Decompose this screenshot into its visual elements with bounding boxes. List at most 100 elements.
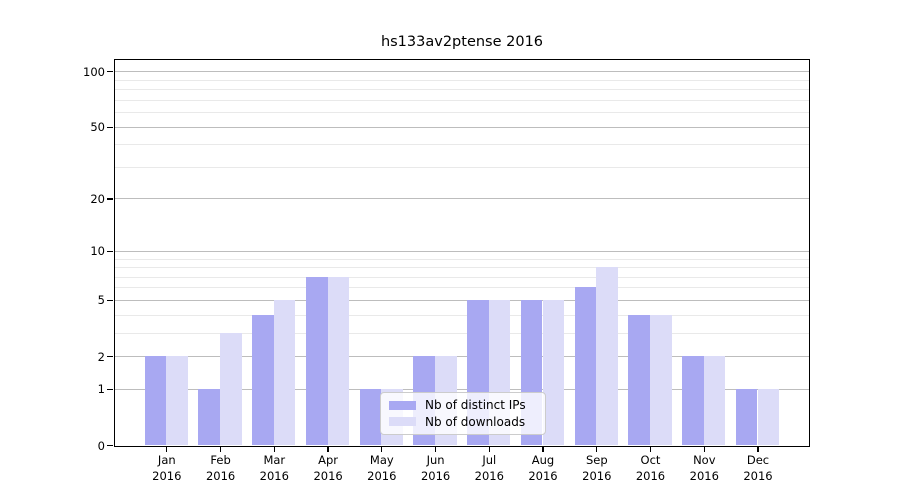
y-tick-label: 10 [90,244,105,259]
x-tick-year: 2016 [474,469,504,483]
major-gridline [115,299,809,301]
y-tick-mark [107,250,113,252]
x-tick-month: Jan [157,453,176,467]
x-tick-label: Oct 2016 [619,452,683,484]
y-tick-label: 50 [90,120,105,135]
major-gridline [115,388,809,390]
bar-nov-downloads [703,356,726,445]
minor-gridline [115,332,809,334]
x-tick-label: Mar 2016 [242,452,306,484]
minor-gridline [115,112,809,114]
x-tick-month: May [369,453,394,467]
x-tick-year: 2016 [420,469,451,483]
y-tick-mark [107,444,113,447]
major-gridline [115,250,809,252]
bar-may-distinct-ips [359,388,382,445]
bar-nov-distinct-ips [682,356,704,445]
legend-swatch-distinct-ips [389,400,416,410]
bar-jan-downloads [166,356,188,445]
x-tick-month: Mar [263,453,286,467]
plot-area [114,59,810,447]
y-tick-mark [107,126,113,128]
x-tick-mark [542,447,544,452]
bar-dec-downloads [757,388,780,445]
x-tick-month: Apr [318,453,339,467]
x-tick-month: Feb [210,453,231,467]
x-tick-mark [166,447,168,452]
x-tick-year: 2016 [635,469,666,483]
minor-gridline [115,79,809,81]
bar-apr-downloads [327,276,350,445]
bar-dec-distinct-ips [735,388,758,445]
y-tick-mark [107,299,113,302]
x-tick-label: Feb 2016 [189,452,253,484]
y-tick-mark [107,198,113,200]
bar-oct-distinct-ips [628,314,650,445]
x-tick-label: Aug 2016 [511,452,575,484]
bar-aug-downloads [542,299,565,445]
bar-feb-downloads [220,332,242,445]
x-tick-mark [488,447,490,452]
x-tick-year: 2016 [689,469,719,483]
bar-jan-distinct-ips [144,356,167,445]
x-tick-label: Dec 2016 [726,452,790,484]
minor-gridline [115,267,809,268]
bar-sep-downloads [596,267,618,445]
bar-sep-distinct-ips [574,287,597,445]
x-tick-year: 2016 [152,469,182,483]
y-tick-mark [107,71,113,73]
legend-row-downloads: Nb of downloads [389,415,537,429]
legend: Nb of distinct IPs Nb of downloads [380,392,546,435]
legend-swatch-downloads [389,417,416,427]
y-tick-label: 100 [83,64,105,79]
minor-gridline [115,99,809,101]
x-tick-mark [327,447,329,452]
x-tick-month: Dec [746,453,770,467]
x-tick-mark [596,447,598,452]
y-tick-mark [107,388,113,391]
x-tick-label: Jan 2016 [135,452,199,484]
x-tick-mark [757,447,759,452]
chart-title: hs133av2ptense 2016 [380,34,544,50]
bar-feb-distinct-ips [198,388,220,445]
x-tick-month: Sep [585,453,608,467]
x-tick-month: Aug [531,453,555,467]
x-tick-year: 2016 [743,469,773,483]
minor-gridline [115,166,809,168]
x-tick-label: Jun 2016 [404,452,468,484]
x-tick-year: 2016 [259,469,289,483]
y-tick-mark [107,355,113,358]
bar-mar-downloads [273,299,296,445]
x-tick-year: 2016 [313,469,343,483]
minor-gridline [115,258,809,260]
x-tick-mark [273,447,275,452]
y-tick-label: 0 [97,438,105,453]
x-tick-month: Jul [482,453,497,467]
x-tick-year: 2016 [367,469,397,483]
x-tick-mark [219,447,222,452]
y-tick-label: 1 [97,382,105,397]
x-tick-label: Apr 2016 [296,452,360,484]
x-tick-mark [649,447,652,452]
major-gridline [115,126,809,128]
y-tick-label: 20 [90,191,105,206]
legend-label-distinct-ips: Nb of distinct IPs [425,398,526,413]
minor-gridline [115,276,809,278]
legend-row-distinct-ips: Nb of distinct IPs [389,398,537,412]
x-tick-month: Jun [426,453,445,467]
x-tick-mark [381,447,383,452]
x-tick-month: Nov [693,453,716,467]
x-tick-label: Jul 2016 [457,452,521,484]
legend-label-downloads: Nb of downloads [425,414,526,429]
x-tick-mark [703,447,705,452]
x-tick-month: Oct [640,453,661,467]
minor-gridline [115,89,809,91]
y-tick-label: 2 [97,349,105,364]
x-tick-label: Nov 2016 [672,452,736,484]
x-tick-label: Sep 2016 [565,452,629,484]
x-tick-year: 2016 [582,469,612,483]
major-gridline [115,356,809,357]
minor-gridline [115,144,809,146]
y-tick-label: 5 [97,293,105,308]
x-tick-label: May 2016 [350,452,414,484]
